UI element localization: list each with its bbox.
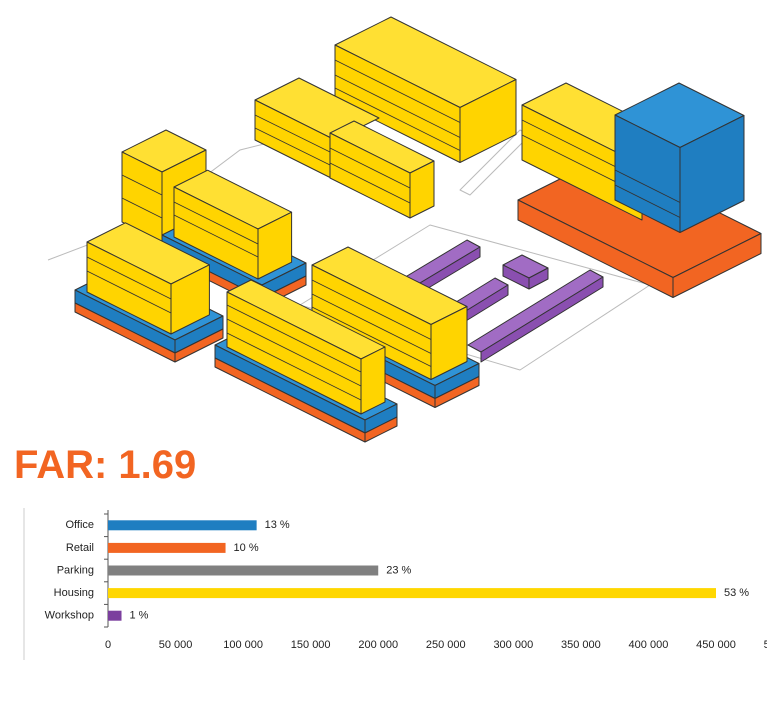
floor-line	[121, 174, 163, 196]
floor-line	[226, 332, 362, 401]
floor-line	[86, 270, 172, 314]
floor-line	[254, 114, 331, 153]
floor-line	[311, 279, 432, 340]
workshop-face	[480, 276, 604, 363]
floor-line	[614, 184, 681, 218]
floor-line	[334, 87, 461, 151]
bar	[108, 610, 122, 621]
x-tick-label: 300 000	[493, 639, 533, 651]
x-tick-label: 150 000	[291, 639, 331, 651]
value-label: 53 %	[724, 587, 749, 599]
building-face	[170, 264, 210, 335]
floor-line	[329, 147, 411, 189]
floor-line	[121, 197, 163, 219]
x-tick-label: 500 000	[764, 639, 767, 651]
building-face	[360, 346, 386, 415]
y-tick-label: Workshop	[45, 610, 94, 622]
bar	[108, 520, 257, 531]
podium-face	[434, 376, 480, 408]
floor-line	[334, 74, 461, 138]
floor-line	[173, 214, 259, 258]
chart: 0 50 000 100 000 150 000 200 000 250 000 300 0…	[23, 508, 767, 660]
far-label: FAR: 1.69	[14, 443, 196, 487]
x-tick-label: 0	[105, 639, 111, 651]
floor-line	[254, 127, 331, 166]
y-tick-label: Parking	[57, 564, 94, 576]
value-label: 10 %	[234, 542, 259, 554]
bar	[108, 565, 379, 576]
floor-line	[173, 201, 259, 245]
x-tick-label: 200 000	[358, 639, 398, 651]
floor-line	[311, 306, 432, 367]
floor-line	[329, 162, 411, 204]
x-tick-label: 350 000	[561, 639, 601, 651]
podium-face	[672, 233, 762, 298]
floor-line	[614, 169, 681, 203]
value-label: 23 %	[386, 564, 411, 576]
x-tick-label: 100 000	[223, 639, 263, 651]
x-tick-label: 250 000	[426, 639, 466, 651]
building-face	[459, 79, 517, 163]
bar	[108, 588, 716, 599]
value-label: 13 %	[265, 519, 290, 531]
floor-line	[86, 256, 172, 300]
podium-face	[364, 416, 398, 443]
y-tick-label: Housing	[54, 587, 94, 599]
value-label: 1 %	[130, 610, 149, 622]
x-tick-label: 50 000	[159, 639, 193, 651]
podium-face	[174, 328, 224, 363]
floor-line	[226, 318, 362, 387]
y-tick-label: Office	[65, 519, 94, 531]
bar	[108, 542, 226, 553]
floor-line	[311, 293, 432, 354]
x-tick-label: 400 000	[629, 639, 669, 651]
tower-face	[679, 115, 745, 233]
x-tick-label: 450 000	[696, 639, 736, 651]
building-face	[257, 211, 293, 280]
building-face	[430, 306, 468, 380]
workshop-face	[528, 267, 549, 290]
massing-illustration	[47, 16, 762, 443]
building-face	[521, 104, 643, 221]
floor-line	[226, 304, 362, 373]
y-tick-label: Retail	[66, 542, 94, 554]
floor-line	[334, 59, 461, 123]
